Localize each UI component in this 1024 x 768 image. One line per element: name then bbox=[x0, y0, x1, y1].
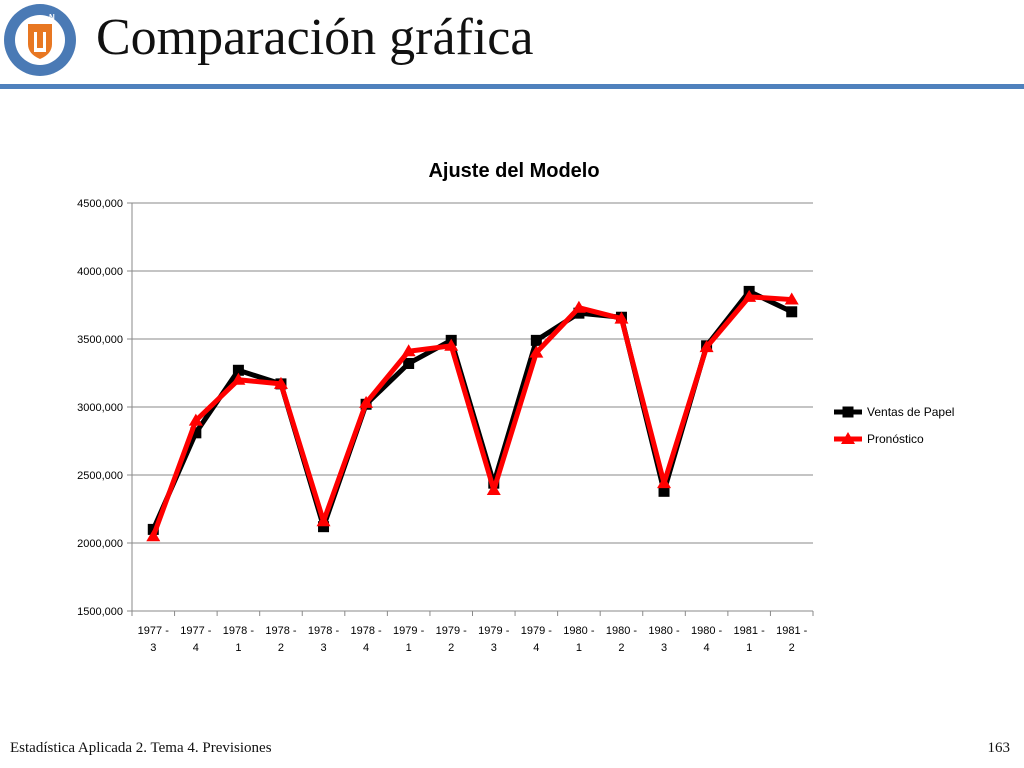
x-tick-label: 1978 - bbox=[308, 625, 340, 637]
page-number: 163 bbox=[987, 740, 1011, 756]
data-point bbox=[742, 289, 757, 302]
x-tick-label: 1 bbox=[406, 642, 412, 654]
x-tick-label: 4 bbox=[193, 642, 199, 654]
data-point bbox=[231, 372, 246, 385]
x-tick-label: 1979 - bbox=[478, 625, 510, 637]
x-axis: 1977 - 3 1977 - 4 1978 - 1 1978 - 2 1978 - 3 1978 … bbox=[131, 610, 814, 654]
legend-marker bbox=[842, 406, 854, 418]
data-point bbox=[571, 300, 586, 313]
data-point bbox=[614, 311, 629, 324]
data-point bbox=[401, 344, 416, 357]
footer-course-title: Estadística Aplicada 2. Tema 4. Previsio… bbox=[10, 740, 272, 756]
x-tick-label: 1980 - bbox=[563, 625, 595, 637]
x-tick-label: 2 bbox=[789, 642, 795, 654]
legend-marker bbox=[841, 432, 855, 444]
data-point bbox=[403, 357, 415, 369]
x-tick-label: 3 bbox=[661, 642, 667, 654]
series-pronostico bbox=[146, 289, 799, 542]
x-tick-label: 2 bbox=[448, 642, 454, 654]
data-point bbox=[232, 364, 244, 376]
x-tick-label: 1979 - bbox=[521, 625, 553, 637]
x-tick-label: 1980 - bbox=[648, 625, 680, 637]
x-tick-label: 2 bbox=[618, 642, 624, 654]
chart-legend: Ventas de Papel Pronóstico bbox=[834, 405, 954, 446]
logo-letter: N bbox=[49, 13, 55, 22]
x-tick-label: 1 bbox=[235, 642, 241, 654]
y-tick-label: 3500,000 bbox=[77, 334, 123, 346]
x-tick-label: 3 bbox=[491, 642, 497, 654]
x-tick-label: 1978 - bbox=[265, 625, 297, 637]
x-tick-label: 1 bbox=[576, 642, 582, 654]
y-tick-label: 1500,000 bbox=[77, 606, 123, 618]
x-tick-label: 4 bbox=[533, 642, 539, 654]
y-tick-label: 4500,000 bbox=[77, 198, 123, 210]
x-tick-label: 1977 - bbox=[138, 625, 170, 637]
y-tick-label: 3000,000 bbox=[77, 402, 123, 414]
data-point bbox=[573, 307, 585, 319]
data-point bbox=[146, 529, 161, 542]
x-tick-label: 1979 - bbox=[393, 625, 425, 637]
x-tick-label: 2 bbox=[278, 642, 284, 654]
series-line bbox=[150, 294, 795, 539]
chart-series bbox=[146, 285, 799, 542]
x-tick-label: 1979 - bbox=[436, 625, 468, 637]
x-tick-label: 1977 - bbox=[180, 625, 212, 637]
y-tick-label: 4000,000 bbox=[77, 266, 123, 278]
data-point bbox=[486, 482, 501, 495]
data-point bbox=[699, 340, 714, 353]
university-logo: N bbox=[4, 4, 76, 76]
legend-label: Pronóstico bbox=[867, 432, 924, 446]
x-tick-label: 1978 - bbox=[223, 625, 255, 637]
x-tick-label: 1980 - bbox=[606, 625, 638, 637]
data-point bbox=[273, 376, 288, 389]
x-tick-label: 1 bbox=[746, 642, 752, 654]
x-tick-label: 1980 - bbox=[691, 625, 723, 637]
page-title: Comparación gráfica bbox=[96, 9, 534, 66]
x-tick-label: 1981 - bbox=[776, 625, 808, 637]
data-point bbox=[786, 306, 798, 318]
title-divider bbox=[0, 84, 1024, 89]
y-axis: 1500,000 2000,000 2500,000 3000,000 3500,000… bbox=[77, 198, 133, 618]
legend-label: Ventas de Papel bbox=[867, 405, 954, 419]
x-tick-label: 1981 - bbox=[734, 625, 766, 637]
data-point bbox=[190, 427, 202, 439]
data-point bbox=[359, 395, 374, 408]
x-tick-label: 1978 - bbox=[350, 625, 382, 637]
x-tick-label: 4 bbox=[704, 642, 710, 654]
data-point bbox=[657, 476, 672, 489]
data-point bbox=[658, 485, 670, 497]
data-point bbox=[784, 292, 799, 305]
data-point bbox=[188, 413, 203, 426]
data-point bbox=[318, 521, 330, 533]
y-tick-label: 2500,000 bbox=[77, 470, 123, 482]
y-tick-label: 2000,000 bbox=[77, 538, 123, 550]
data-point bbox=[530, 334, 542, 346]
x-tick-label: 3 bbox=[150, 642, 156, 654]
data-point bbox=[444, 338, 459, 351]
x-tick-label: 3 bbox=[320, 642, 326, 654]
x-tick-label: 4 bbox=[363, 642, 369, 654]
data-point bbox=[529, 345, 544, 358]
chart-title: Ajuste del Modelo bbox=[428, 160, 599, 182]
data-point bbox=[316, 514, 331, 527]
